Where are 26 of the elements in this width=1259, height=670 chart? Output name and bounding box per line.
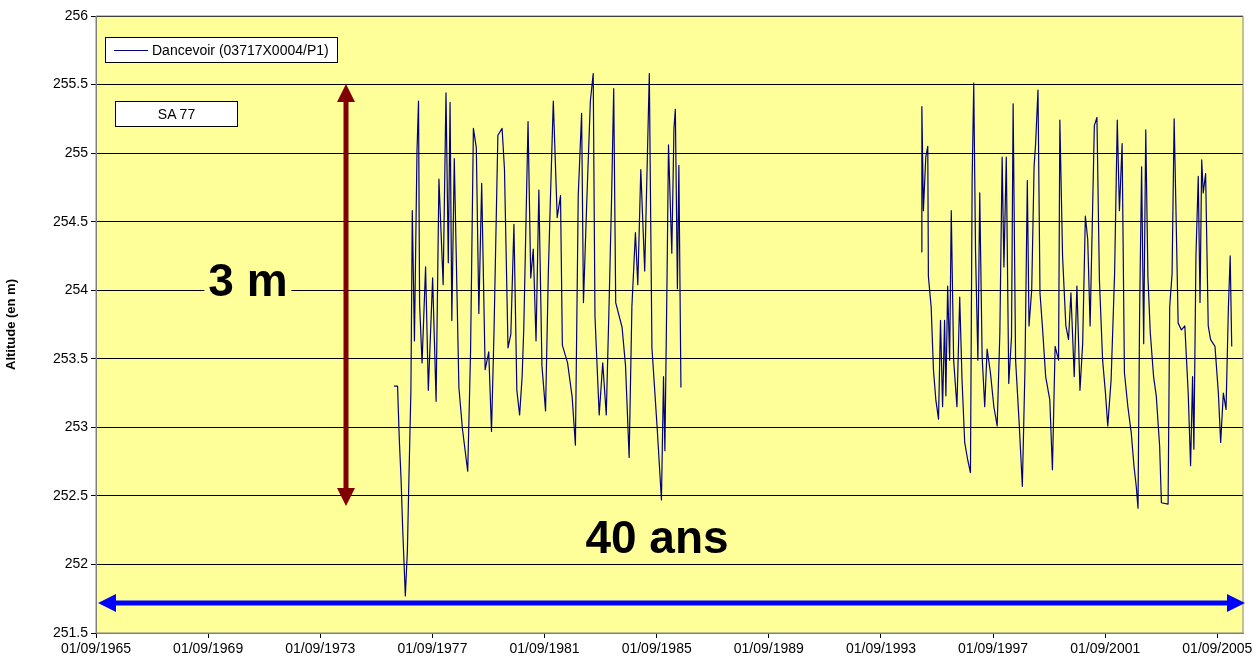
x-tick-label: 01/09/1997 xyxy=(958,640,1029,657)
y-tick-label: 251.5 xyxy=(52,623,89,640)
annotation: SA 77 xyxy=(157,106,196,122)
y-tick-label: 253 xyxy=(64,418,89,435)
x-tick-label: 01/09/2005 xyxy=(1182,640,1253,657)
x-tick-label: 01/09/1989 xyxy=(733,640,805,657)
x-tick-label: 01/09/1973 xyxy=(285,640,356,657)
y-tick-label: 255 xyxy=(64,143,89,160)
x-tick-label: 01/09/1965 xyxy=(60,640,132,657)
y-tick-label: 256 xyxy=(64,6,89,23)
y-tick-label: 254 xyxy=(64,281,89,298)
x-tick-label: 01/09/1993 xyxy=(845,640,917,657)
y-tick-label: 255.5 xyxy=(52,75,89,92)
x-tick-label: 01/09/1981 xyxy=(509,640,580,657)
y-tick-label: 252.5 xyxy=(52,486,89,503)
x-tick-label: 01/09/1977 xyxy=(397,640,468,657)
x-tick-label: 01/09/1985 xyxy=(621,640,692,657)
y-tick-label: 252 xyxy=(64,555,89,572)
y-tick-label: 253.5 xyxy=(52,349,89,366)
x-tick-label: 01/09/1969 xyxy=(173,640,244,657)
y-axis-title: Altitude (en m) xyxy=(3,279,19,370)
y-tick-label: 254.5 xyxy=(52,212,89,229)
x-tick-label: 01/09/2001 xyxy=(1070,640,1141,657)
legend-label: Dancevoir (03717X0004/P1) xyxy=(152,42,329,58)
annotation: 40 ans xyxy=(581,511,733,563)
annotation: 3 m xyxy=(204,254,292,306)
